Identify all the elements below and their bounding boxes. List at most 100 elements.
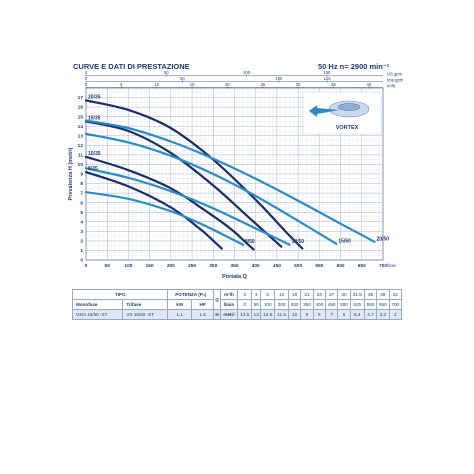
q-m3h-cell: 3 — [251, 289, 262, 300]
top-axis-usgpm-label: 50 — [164, 70, 169, 75]
y-tick-label: 4 — [80, 219, 83, 225]
y-tick-label: 16 — [78, 105, 84, 111]
x-tick-label: 250 — [188, 263, 196, 269]
top-axis-usgpm-label: 150 — [323, 70, 331, 75]
q-m3h-cell: 21 — [300, 289, 314, 300]
q-lmin-cell: 350 — [300, 299, 314, 310]
frequency-speed-label: 50 Hz n= 2900 min⁻¹ — [318, 62, 390, 71]
top-axis-usgpm-label: 100 — [243, 70, 251, 75]
top-axis-m3h-label: 20 — [225, 82, 230, 87]
curve-label-20-35: 20/35 — [88, 94, 101, 100]
y-tick-label: 11 — [78, 152, 83, 158]
curve-10-50 — [84, 167, 291, 246]
chart-axes: 0 50 100 150 200 250 300 350 400 450 500 550 600 650 7… — [68, 70, 404, 280]
q-lmin-cell: 400 — [312, 299, 326, 310]
head-cell: 5.4 — [349, 309, 365, 320]
y-tick-label: 0 — [80, 258, 83, 264]
top-axis-impgpm-label: 50 — [180, 76, 185, 81]
top-axis-m3h-label: 10 — [154, 82, 159, 87]
q-m3h-cell: 39 — [376, 289, 390, 300]
y-tick-label: 8 — [80, 181, 83, 187]
x-tick-label: 700 — [379, 263, 387, 269]
top-axis-m3h-label: 0 — [85, 82, 88, 87]
flow-arrow-icon — [309, 105, 339, 117]
q-m3h-cell: 0 — [237, 289, 253, 300]
x-tick-label: 50 — [105, 263, 111, 269]
impeller-shape — [337, 103, 361, 111]
curve-labels-layer: 20/35 15/35 10/35 8/35 20/50 15/50 10/50 8/50 — [88, 94, 389, 245]
x-unit-label: l/min — [387, 263, 397, 268]
y-tick-label: 17 — [78, 95, 84, 101]
q-m3h-cell: 18 — [287, 289, 302, 300]
q-lmin-cell: 100 — [260, 299, 276, 310]
curve-8-50 — [84, 191, 245, 246]
q-lmin-cell: 50 — [251, 299, 262, 310]
power-hp: 1.5 — [191, 309, 215, 320]
model-trifase: VX 15/50 -ST — [122, 309, 169, 320]
monofase-header: Monofase — [71, 299, 124, 310]
x-tick-label: 600 — [337, 263, 345, 269]
y-tick-label: 5 — [80, 210, 83, 216]
x-axis-label: Portata Q — [222, 274, 247, 280]
curve-label-10-50: 10/50 — [292, 239, 305, 245]
q-lmin-cell: 700 — [388, 299, 403, 310]
curve-10-35 — [84, 155, 255, 251]
curve-label-15-50: 15/50 — [338, 238, 351, 244]
head-cell: 13.5 — [237, 309, 253, 320]
power-kw: 1.1 — [167, 309, 193, 320]
x-tick-label: 400 — [252, 263, 260, 269]
q-lmin-cell: 450 — [324, 299, 339, 310]
q-lmin-cell: 200 — [274, 299, 289, 310]
q-m3h-cell: 42 — [388, 289, 403, 300]
x-tick-label: 150 — [146, 263, 154, 269]
y-tick-label: 7 — [80, 191, 83, 197]
y-tick-label: 13 — [78, 133, 84, 139]
head-cell: 3.3 — [376, 309, 390, 320]
y-tick-label: 2 — [80, 238, 83, 244]
top-axis-m3h-label: 35 — [331, 82, 336, 87]
x-tick-label: 350 — [230, 263, 238, 269]
top-axis-m3h-label: 15 — [190, 82, 195, 87]
q-lmin-cell: 550 — [363, 299, 378, 310]
curve-15-35 — [84, 120, 283, 248]
vortex-illustration: VORTEX — [302, 91, 382, 135]
q-lmin-cell: 500 — [337, 299, 351, 310]
head-cell: 7 — [324, 309, 339, 320]
y-tick-label: 15 — [78, 114, 84, 120]
top-axis-m3h-unit: m³/h — [387, 84, 396, 89]
x-tick-label: 550 — [315, 263, 323, 269]
curves-layer — [84, 99, 376, 251]
curve-label-10-35: 10/35 — [88, 151, 101, 157]
top-axis-impgpm-unit: Imp gpm — [387, 78, 404, 83]
top-axis-usgpm-unit: US gpm — [387, 72, 403, 77]
head-cell: 6 — [337, 309, 351, 320]
q-m3h-cell: 6 — [260, 289, 276, 300]
performance-chart: 0 50 100 150 200 250 300 350 400 450 500 550 600 650 7… — [68, 70, 404, 280]
y-axis-label: Prevalenza H (metri) — [68, 147, 74, 200]
top-axis-usgpm-label: 0 — [85, 70, 88, 75]
top-axis-impgpm-label: 0 — [85, 76, 88, 81]
trifase-header: Trifase — [122, 299, 169, 310]
y-tick-label: 12 — [78, 143, 84, 149]
model-monofase: VXm 15/50 -ST — [71, 309, 124, 320]
top-axis-impgpm-label: 125 — [324, 76, 332, 81]
x-tick-label: 0 — [85, 263, 88, 269]
y-tick-label: 1 — [80, 248, 83, 254]
y-tick-label: 10 — [78, 162, 84, 168]
head-cell: 13 — [251, 309, 262, 320]
y-tick-label: 14 — [78, 124, 84, 130]
tipo-header: TIPO — [71, 289, 169, 300]
head-cell: 10 — [287, 309, 302, 320]
top-axis-m3h-label: 25 — [260, 82, 265, 87]
top-axis-m3h-label: 40 — [367, 82, 372, 87]
q-m3h-cell: 24 — [312, 289, 326, 300]
top-axis-m3h-label: 30 — [296, 82, 301, 87]
x-tick-label: 200 — [167, 263, 175, 269]
x-tick-label: 300 — [209, 263, 217, 269]
lmin-unit: l/min — [219, 299, 239, 310]
q-m3h-cell: 35 — [363, 289, 378, 300]
top-axis-impgpm-label: 100 — [275, 76, 283, 81]
top-axis-m3h-label: 5 — [120, 82, 123, 87]
performance-table: TIPO POTENZA (P₂) Q m³/h 0 3 6 12 18 21 … — [71, 289, 403, 320]
curve-15-50 — [84, 132, 338, 245]
